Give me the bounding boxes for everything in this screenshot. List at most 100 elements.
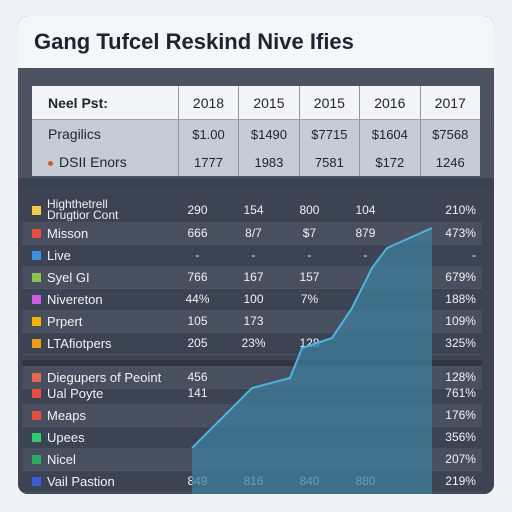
row-label-text: Highthetrell Drugtior Cont — [47, 199, 119, 221]
row-value: 666 — [187, 226, 208, 240]
table-row[interactable]: Syel GI 766 167 157 679% — [22, 266, 482, 289]
row-value: 23% — [241, 336, 266, 350]
summary-cell: $7715 — [298, 120, 359, 148]
summary-cell: $1604 — [359, 120, 419, 148]
row-label-text: Ual Poyte — [47, 385, 104, 401]
row-percent: 176% — [445, 408, 476, 422]
year-header[interactable]: 2015 — [238, 86, 298, 119]
row-label-text: LTAfiotpers — [47, 335, 112, 351]
row-percent: 128% — [445, 370, 476, 384]
row-value: 880 — [355, 474, 376, 488]
row-value: 766 — [187, 270, 208, 284]
row-value: 100 — [243, 292, 264, 306]
table-row[interactable]: Misson 666 8/7 $7 879 473% — [22, 222, 482, 245]
row-label: Misson — [22, 226, 170, 241]
table-row[interactable]: Ual Poyte 141 761% — [22, 382, 482, 405]
summary-row-label: DSII Enors — [32, 154, 178, 170]
summary-cell: $172 — [359, 148, 419, 176]
legend-swatch-icon — [32, 372, 41, 382]
table-row[interactable]: Meaps 176% — [22, 404, 482, 427]
summary-cell: $7568 — [419, 120, 480, 148]
row-value: 128 — [299, 336, 320, 350]
table-row[interactable]: Nicel 207% — [22, 448, 482, 471]
row-label: Prpert — [22, 314, 170, 329]
row-value: 44% — [185, 292, 210, 306]
summary-row: Pragilics $1.00 $1490 $7715 $1604 $7568 — [32, 120, 480, 148]
row-value: - — [195, 248, 200, 262]
row-label: Ual Poyte — [22, 386, 170, 401]
legend-swatch-icon — [32, 432, 41, 442]
table-row[interactable]: Vail Pastion 849 816 840 880 219% — [22, 470, 482, 493]
row-percent: 219% — [445, 474, 476, 488]
row-label-text: Nivereton — [47, 291, 103, 307]
table-row[interactable]: LTAfiotpers 205 23% 128 325% — [22, 332, 482, 355]
row-label-text: Vail Pastion — [47, 473, 115, 489]
row-label-text: Meaps — [47, 407, 87, 423]
summary-cell: 1777 — [177, 148, 238, 176]
row-label: LTAfiotpers — [22, 336, 170, 351]
year-header[interactable]: 2017 — [419, 86, 480, 119]
row-value: $7 — [302, 226, 317, 240]
year-header[interactable]: 2016 — [359, 86, 419, 119]
row-value: 879 — [355, 226, 376, 240]
row-label-text: Prpert — [47, 313, 83, 329]
row-percent: 761% — [445, 386, 476, 400]
summary-row-label: Pragilics — [48, 126, 101, 142]
row-label-text: Nicel — [47, 451, 76, 467]
row-value: 7% — [300, 292, 319, 306]
legend-swatch-icon — [32, 338, 41, 348]
row-value: 816 — [243, 474, 264, 488]
row-percent: 325% — [445, 336, 476, 350]
legend-swatch-icon — [32, 388, 41, 398]
row-percent: 356% — [445, 430, 476, 444]
row-percent: 473% — [445, 226, 476, 240]
row-value: 8/7 — [245, 226, 262, 240]
summary-table-panel: Neel Pst: 2018 2015 2015 2016 2017 Pragi… — [18, 68, 494, 178]
row-label: Syel GI — [22, 270, 170, 285]
row-percent: 109% — [445, 314, 476, 328]
summary-cell: $1490 — [238, 120, 298, 148]
report-card: Gang Tufcel Reskind Nive Ifies Neel Pst:… — [18, 16, 494, 494]
row-value: 105 — [187, 314, 208, 328]
status-dot-icon — [48, 160, 53, 166]
row-label-text: Syel GI — [47, 269, 90, 285]
legend-swatch-icon — [32, 294, 41, 304]
row-label: Nicel — [22, 452, 170, 467]
year-header[interactable]: 2018 — [177, 86, 238, 119]
row-value: 205 — [187, 336, 208, 350]
table-row[interactable]: Upees 356% — [22, 426, 482, 449]
legend-swatch-icon — [32, 272, 41, 282]
row-label: Diegupers of Peoint — [22, 370, 170, 385]
summary-row-label-text: DSII Enors — [59, 154, 127, 170]
summary-cell: 1246 — [419, 148, 480, 176]
row-label: Vail Pastion — [22, 474, 170, 489]
row-label-text: Upees — [47, 429, 85, 445]
row-label: Upees — [22, 430, 170, 445]
row-value: - — [363, 248, 368, 262]
row-label: Meaps — [22, 408, 170, 423]
row-value: 104 — [355, 203, 376, 217]
row-label-text: Live — [47, 247, 71, 263]
legend-swatch-icon — [32, 316, 41, 326]
row-percent: 207% — [445, 452, 476, 466]
legend-swatch-icon — [32, 250, 41, 260]
summary-header-row: Neel Pst: 2018 2015 2015 2016 2017 — [32, 86, 480, 120]
row-label: Live — [22, 248, 170, 263]
summary-cell: 7581 — [298, 148, 359, 176]
summary-cell: 1983 — [238, 148, 298, 176]
year-header[interactable]: 2015 — [298, 86, 359, 119]
row-value: 141 — [187, 386, 208, 400]
row-percent: 188% — [445, 292, 476, 306]
row-value: 157 — [299, 270, 320, 284]
summary-cell: $1.00 — [177, 120, 238, 148]
table-row[interactable]: Prpert 105 173 109% — [22, 310, 482, 333]
table-row[interactable]: Nivereton 44% 100 7% 188% — [22, 288, 482, 311]
row-value: - — [307, 248, 312, 262]
legend-swatch-icon — [32, 476, 41, 486]
table-row[interactable]: Highthetrell Drugtior Cont 290 154 800 104 21… — [22, 198, 482, 223]
row-value: 290 — [187, 203, 208, 217]
detail-panel: Highthetrell Drugtior Cont 290 154 800 104 21… — [18, 186, 494, 494]
table-row[interactable]: Live - - - - - — [22, 244, 482, 267]
row-label-text: Diegupers of Peoint — [47, 369, 162, 385]
summary-table: Neel Pst: 2018 2015 2015 2016 2017 Pragi… — [32, 86, 480, 176]
